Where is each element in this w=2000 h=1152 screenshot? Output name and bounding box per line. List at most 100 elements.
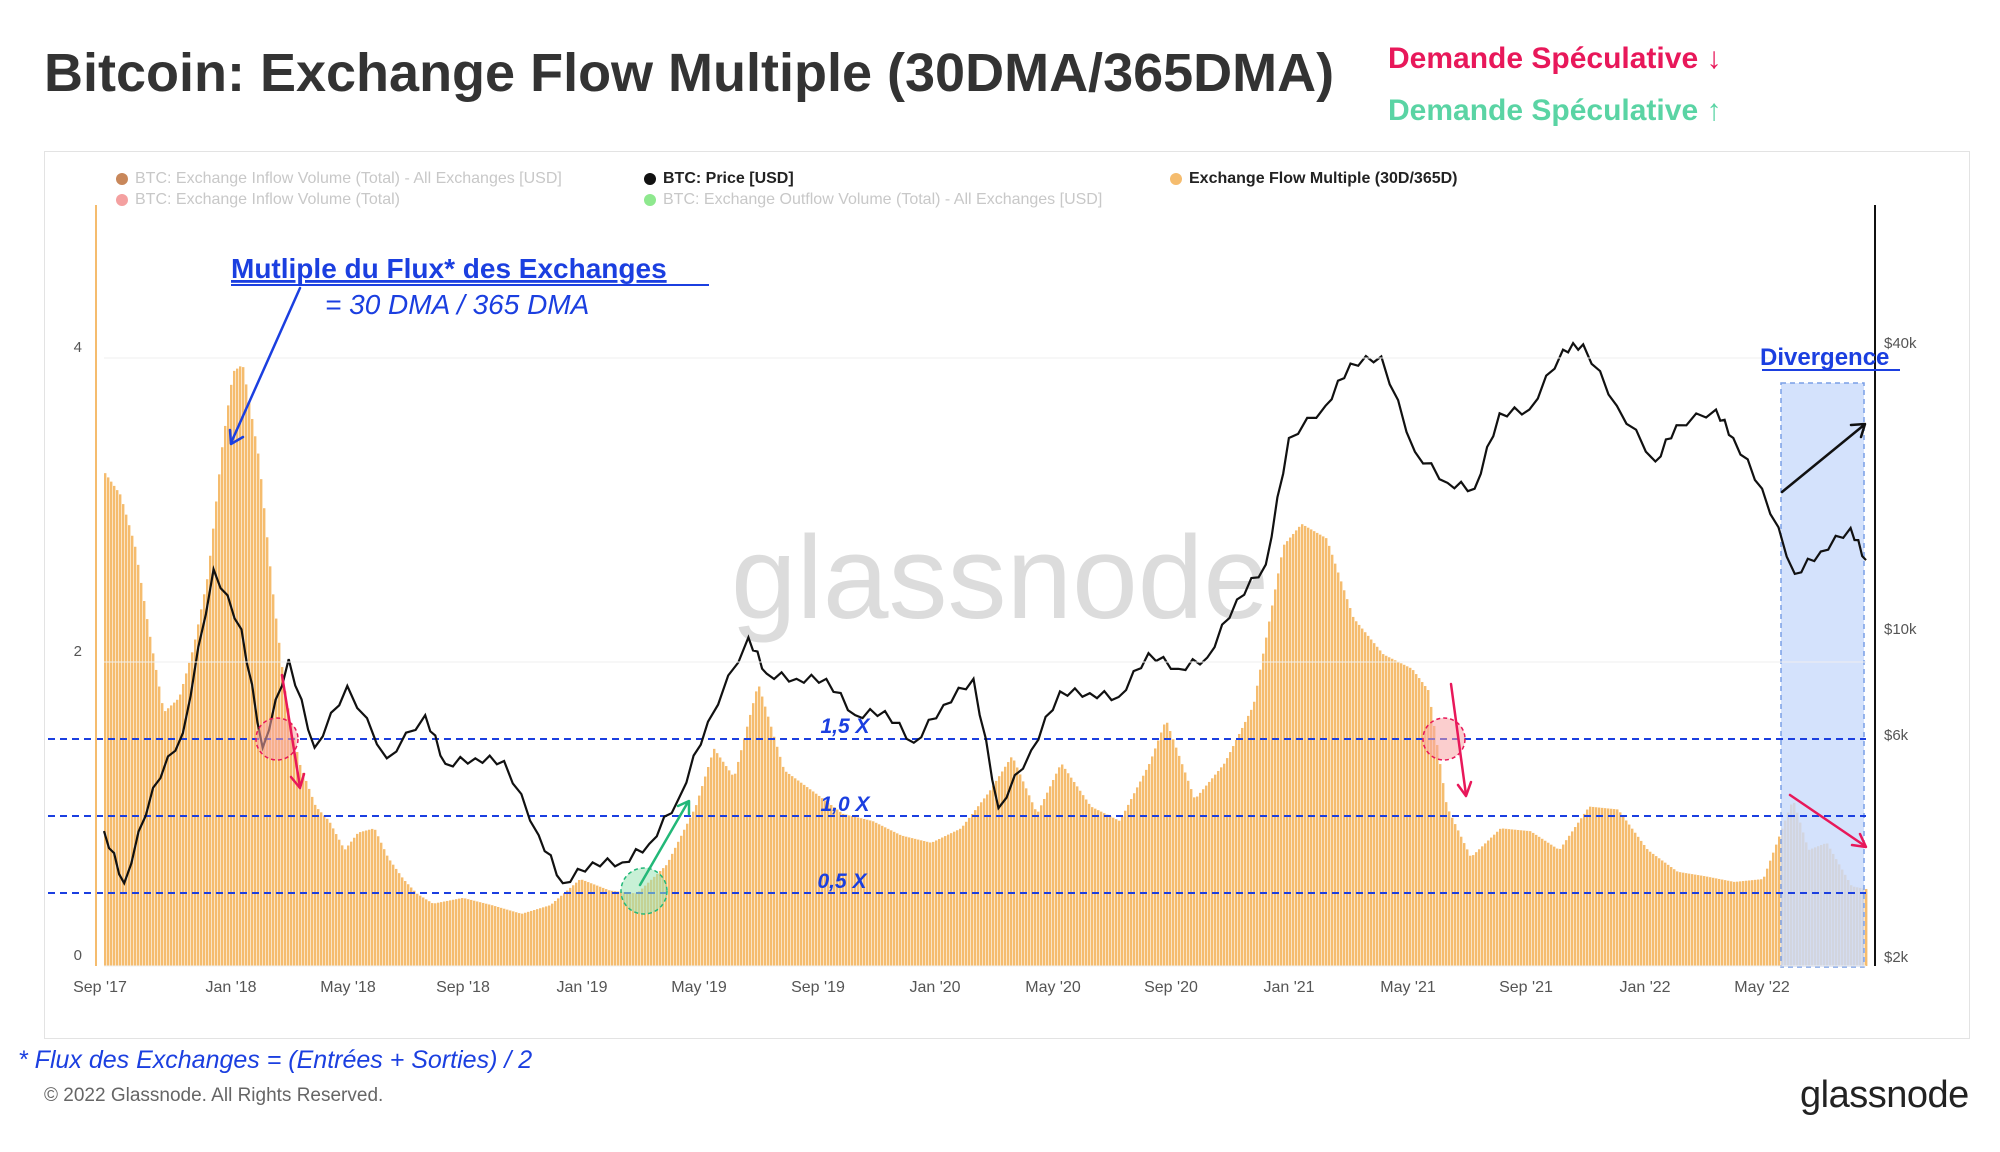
- flow-multiple-bar: [203, 594, 206, 966]
- flow-multiple-bar: [386, 855, 389, 966]
- flow-multiple-bar: [605, 889, 608, 966]
- flow-multiple-bar: [818, 795, 821, 966]
- flow-multiple-bar: [1091, 807, 1094, 966]
- flow-multiple-bar: [1682, 872, 1685, 966]
- flow-multiple-bar: [1061, 764, 1064, 966]
- flow-multiple-bar: [215, 501, 218, 966]
- flow-multiple-bar: [665, 865, 668, 966]
- flow-multiple-bar: [1778, 836, 1781, 966]
- flow-multiple-bar: [1727, 880, 1730, 966]
- down-arrow-2018: [280, 673, 302, 789]
- flow-multiple-bar: [1562, 844, 1565, 966]
- watermark: glassnode: [731, 512, 1269, 644]
- flow-multiple-bar: [1226, 758, 1229, 966]
- flow-multiple-bar: [1124, 810, 1127, 966]
- legend-item-inflow-all-exchanges[interactable]: BTC: Exchange Inflow Volume (Total) - Al…: [116, 170, 562, 188]
- x-tick-label: Sep '19: [791, 979, 845, 996]
- flow-multiple-bar: [674, 847, 677, 966]
- flow-multiple-bar: [770, 726, 773, 966]
- flow-multiple-bar: [647, 882, 650, 966]
- flow-multiple-bar: [884, 827, 887, 966]
- flow-multiple-bar: [542, 907, 545, 966]
- flow-multiple-bar: [659, 871, 662, 966]
- flow-multiple-bar: [287, 708, 290, 966]
- flow-multiple-bar: [1865, 888, 1868, 966]
- flow-multiple-bar: [206, 579, 209, 966]
- flow-multiple-bar: [1631, 828, 1634, 966]
- flow-multiple-bar: [299, 764, 302, 966]
- flow-multiple-bar: [1196, 796, 1199, 966]
- flow-multiple-bar: [464, 898, 467, 966]
- flow-multiple-bar: [434, 903, 437, 966]
- flow-multiple-bar: [314, 804, 317, 966]
- flow-multiple-bar: [740, 750, 743, 966]
- flow-multiple-bar: [116, 490, 119, 966]
- flow-multiple-bar: [1667, 864, 1670, 966]
- flow-multiple-bar: [749, 714, 752, 966]
- flow-multiple-bar: [1724, 880, 1727, 966]
- flow-multiple-bar: [422, 897, 425, 966]
- legend-dot-icon: [1170, 173, 1182, 185]
- flow-multiple-bar: [131, 535, 134, 966]
- flow-multiple-bar: [1220, 767, 1223, 966]
- flow-multiple-bar: [227, 405, 230, 966]
- legend-item-outflow-all-exchanges[interactable]: BTC: Exchange Outflow Volume (Total) - A…: [644, 191, 1102, 209]
- flow-multiple-bar: [248, 401, 251, 966]
- flow-multiple-bar: [1271, 605, 1274, 966]
- flow-multiple-bar: [1751, 880, 1754, 966]
- flow-multiple-bar: [389, 860, 392, 966]
- legend-item-flow-multiple[interactable]: Exchange Flow Multiple (30D/365D): [1170, 170, 1458, 188]
- flow-multiple-bar: [599, 886, 602, 966]
- flow-multiple-bar: [752, 703, 755, 966]
- flow-multiple-bar: [782, 766, 785, 966]
- flow-multiple-bar: [1652, 853, 1655, 966]
- y-right-tick-label: $40k: [1884, 335, 1917, 352]
- flow-multiple-bar: [1223, 763, 1226, 966]
- flow-multiple-bar: [1376, 646, 1379, 966]
- flow-multiple-bar: [467, 899, 470, 966]
- flow-multiple-bar: [380, 842, 383, 966]
- flow-multiple-bar: [1085, 799, 1088, 966]
- flow-multiple-bar: [1253, 701, 1256, 966]
- flow-multiple-bar: [854, 816, 857, 966]
- flow-multiple-bar: [443, 901, 446, 966]
- flow-multiple-bar: [1499, 828, 1502, 966]
- flow-multiple-bar: [1553, 846, 1556, 966]
- flow-multiple-bar: [560, 895, 563, 966]
- flow-multiple-bar: [1616, 809, 1619, 966]
- flow-multiple-bar: [278, 642, 281, 966]
- flow-multiple-bar: [1478, 849, 1481, 966]
- flow-multiple-bar: [1334, 563, 1337, 966]
- down-signal-circle-2018: [255, 717, 299, 761]
- flow-multiple-bar: [1439, 764, 1442, 966]
- flow-multiple-bar: [320, 812, 323, 966]
- flow-multiple-bar: [1370, 639, 1373, 966]
- legend-item-price[interactable]: BTC: Price [USD]: [644, 170, 794, 188]
- flow-multiple-bar: [692, 811, 695, 966]
- flow-multiple-bar: [344, 849, 347, 966]
- flow-multiple-bar: [113, 485, 116, 966]
- x-tick-label: Sep '21: [1499, 979, 1553, 996]
- flow-multiple-bar: [1112, 817, 1115, 966]
- flow-multiple-bar: [794, 778, 797, 966]
- flow-multiple-bar: [1763, 876, 1766, 966]
- flow-multiple-bar: [1328, 545, 1331, 966]
- flow-multiple-bar: [1262, 653, 1265, 966]
- flow-multiple-bar: [554, 901, 557, 966]
- flow-multiple-bar: [1397, 661, 1400, 966]
- y-left-tick-label: 0: [74, 947, 82, 964]
- legend-item-inflow-total[interactable]: BTC: Exchange Inflow Volume (Total): [116, 191, 400, 209]
- flow-multiple-bar: [761, 696, 764, 966]
- flow-multiple-bar: [1082, 795, 1085, 966]
- flow-multiple-bar: [1052, 779, 1055, 966]
- flow-multiple-bar: [1094, 808, 1097, 966]
- multiple-pointer-arrow-head: [228, 428, 245, 446]
- flow-multiple-bar: [950, 833, 953, 966]
- flow-multiple-bar: [608, 890, 611, 966]
- flow-multiple-bar: [662, 868, 665, 966]
- flow-multiple-bar: [563, 893, 566, 966]
- flow-multiple-bar: [1289, 537, 1292, 966]
- flow-multiple-bar: [908, 837, 911, 966]
- flow-multiple-bar: [1070, 777, 1073, 966]
- flow-multiple-bar: [620, 891, 623, 966]
